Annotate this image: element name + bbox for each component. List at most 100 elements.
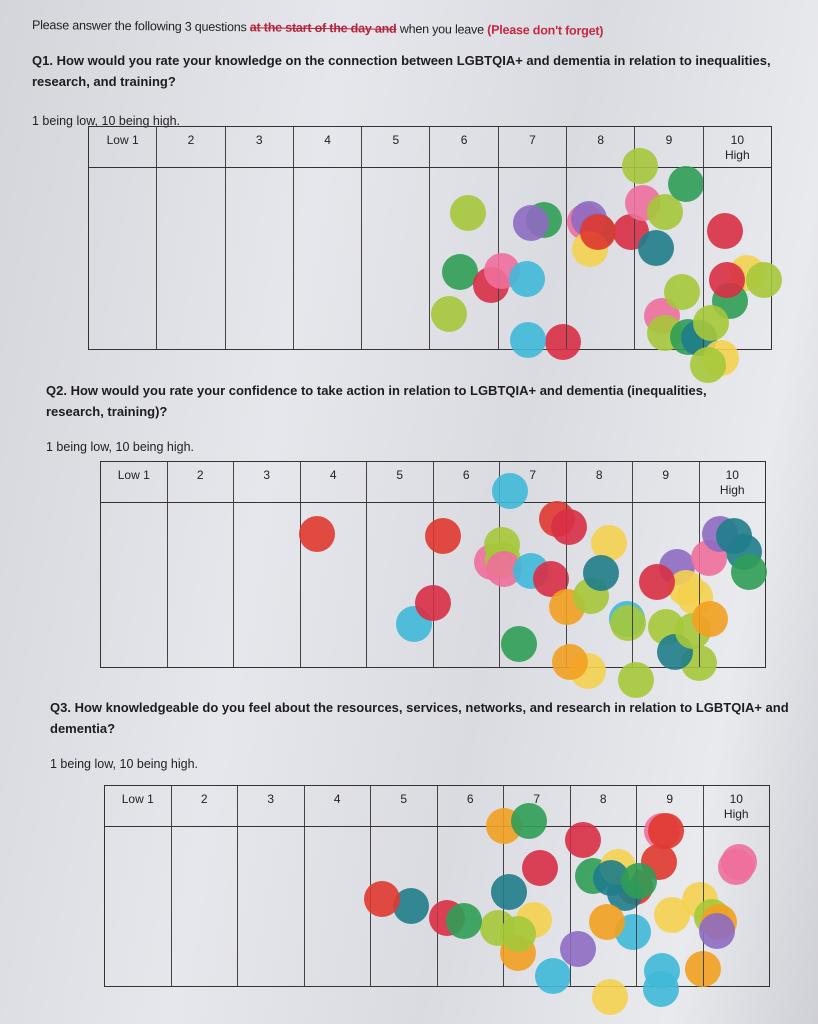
sticker-dot bbox=[510, 322, 547, 359]
sticker-dot bbox=[521, 849, 558, 886]
response-row bbox=[89, 148, 782, 383]
response-cell-1[interactable] bbox=[101, 503, 167, 667]
scale-label-4: 4 bbox=[292, 127, 361, 167]
response-cell-3[interactable] bbox=[237, 827, 304, 986]
sticker-dot bbox=[511, 803, 548, 840]
scale-label-6: 6 bbox=[432, 462, 500, 502]
sticker-dot bbox=[534, 957, 571, 994]
response-cell-2[interactable] bbox=[170, 827, 238, 986]
response-cell-4[interactable] bbox=[303, 827, 371, 986]
sticker-dot bbox=[643, 971, 680, 1008]
response-cell-1[interactable] bbox=[105, 827, 171, 986]
response-cell-4[interactable] bbox=[299, 503, 367, 667]
sticker-dot bbox=[591, 979, 628, 1016]
scale-header-row: Low 1 2 3 4 5 6 7 8 9 10 High bbox=[101, 462, 765, 503]
question-1-grid: Low 1 2 3 4 5 6 7 8 9 10 High bbox=[88, 126, 782, 383]
sticker-dot bbox=[513, 204, 550, 241]
response-cell-8[interactable] bbox=[566, 168, 649, 349]
question-2-title: Q2. How would you rate your confidence t… bbox=[46, 383, 707, 419]
sticker-dot bbox=[717, 849, 754, 885]
response-cell-5[interactable] bbox=[361, 168, 429, 349]
scale-label-6: 6 bbox=[429, 127, 497, 167]
sticker-dot bbox=[663, 274, 700, 311]
sticker-dot bbox=[668, 165, 705, 202]
sticker-dot bbox=[609, 604, 646, 641]
response-cell-6[interactable] bbox=[428, 827, 517, 986]
response-cell-1[interactable] bbox=[89, 168, 156, 349]
response-cell-9[interactable] bbox=[618, 503, 717, 698]
scale-label-9: 9 bbox=[634, 127, 702, 167]
scale-label-5: 5 bbox=[361, 127, 429, 167]
sticker-dot bbox=[709, 261, 746, 298]
response-cell-3[interactable] bbox=[224, 168, 293, 349]
scale-label-5: 5 bbox=[366, 462, 433, 502]
scale-label-2: 2 bbox=[156, 127, 224, 167]
sticker-dot bbox=[589, 904, 626, 941]
sticker-dot bbox=[445, 902, 482, 939]
scale-label-3: 3 bbox=[224, 127, 293, 167]
question-3-grid: Low 1 2 3 4 5 6 7 8 9 10 High bbox=[104, 785, 770, 1016]
response-cell-2[interactable] bbox=[166, 503, 234, 667]
response-cell-8[interactable] bbox=[548, 503, 646, 690]
sticker-dot bbox=[545, 324, 582, 361]
response-cell-9[interactable] bbox=[621, 148, 718, 356]
response-cell-3[interactable] bbox=[233, 503, 300, 667]
scale-label-10: 10 High bbox=[702, 786, 770, 826]
response-cell-6[interactable] bbox=[414, 503, 511, 667]
scale-label-8: 8 bbox=[566, 127, 634, 167]
scale-label-7: 7 bbox=[497, 127, 566, 167]
response-cell-7[interactable] bbox=[484, 168, 582, 361]
scale-label-10: 10 High bbox=[702, 127, 771, 167]
response-cell-7[interactable] bbox=[485, 803, 571, 994]
sticker-dot bbox=[500, 626, 537, 663]
response-cell-5[interactable] bbox=[363, 827, 437, 986]
question-1-title: Q1. How would you rate your knowledge on… bbox=[32, 53, 771, 89]
response-cell-5[interactable] bbox=[366, 503, 433, 667]
scale-label-4: 4 bbox=[299, 462, 367, 502]
sticker-dot bbox=[551, 643, 588, 680]
question-1-scale: 1 being low, 10 being high. bbox=[32, 114, 181, 128]
sticker-dot bbox=[363, 881, 400, 918]
response-cell-2[interactable] bbox=[156, 168, 224, 349]
struck-text: at the start of the day and bbox=[249, 20, 397, 36]
sticker-dot bbox=[647, 813, 684, 850]
sticker-dot bbox=[425, 518, 462, 554]
sticker-dot bbox=[559, 930, 596, 967]
scale-label-9: 9 bbox=[636, 786, 703, 826]
sticker-dot bbox=[731, 553, 768, 590]
scale-label-5: 5 bbox=[370, 786, 437, 826]
sticker-dot bbox=[500, 915, 537, 952]
sticker-dot bbox=[715, 517, 752, 554]
sticker-dot bbox=[621, 148, 658, 185]
scale-label-6: 6 bbox=[436, 786, 504, 826]
response-cell-10[interactable] bbox=[694, 827, 770, 986]
question-3-title: Q3. How knowledgeable do you feel about … bbox=[50, 700, 789, 736]
scale-header-row: Low 1 2 3 4 5 6 7 8 9 10 High bbox=[105, 786, 769, 827]
scale-label-2: 2 bbox=[166, 462, 234, 502]
sticker-dot bbox=[618, 661, 655, 698]
scale-header-row: Low 1 2 3 4 5 6 7 8 9 10 High bbox=[89, 127, 771, 168]
sticker-dot bbox=[620, 863, 657, 900]
response-row bbox=[101, 473, 768, 698]
sticker-dot bbox=[441, 254, 478, 291]
scale-label-3: 3 bbox=[237, 786, 304, 826]
response-cell-4[interactable] bbox=[292, 168, 361, 349]
response-cell-8[interactable] bbox=[559, 822, 653, 1016]
scale-label-3: 3 bbox=[233, 462, 300, 502]
response-cell-10[interactable] bbox=[691, 503, 768, 667]
sticker-dot bbox=[491, 473, 528, 510]
scale-label-8: 8 bbox=[569, 786, 637, 826]
instructions: Please answer the following 3 questions … bbox=[32, 18, 603, 38]
sticker-dot bbox=[565, 822, 602, 859]
scale-label-4: 4 bbox=[303, 786, 371, 826]
scale-label-7: 7 bbox=[503, 786, 570, 826]
sticker-dot bbox=[580, 213, 617, 250]
scale-label-1: Low 1 bbox=[121, 792, 154, 806]
sticker-dot bbox=[583, 554, 620, 591]
response-row bbox=[105, 803, 770, 1016]
response-cell-10[interactable] bbox=[690, 168, 782, 383]
response-cell-6[interactable] bbox=[429, 168, 509, 349]
response-cell-9[interactable] bbox=[620, 813, 722, 1008]
sticker-dot bbox=[430, 295, 467, 332]
question-2-grid: Low 1 2 3 4 5 6 7 8 9 10 High bbox=[100, 461, 768, 698]
